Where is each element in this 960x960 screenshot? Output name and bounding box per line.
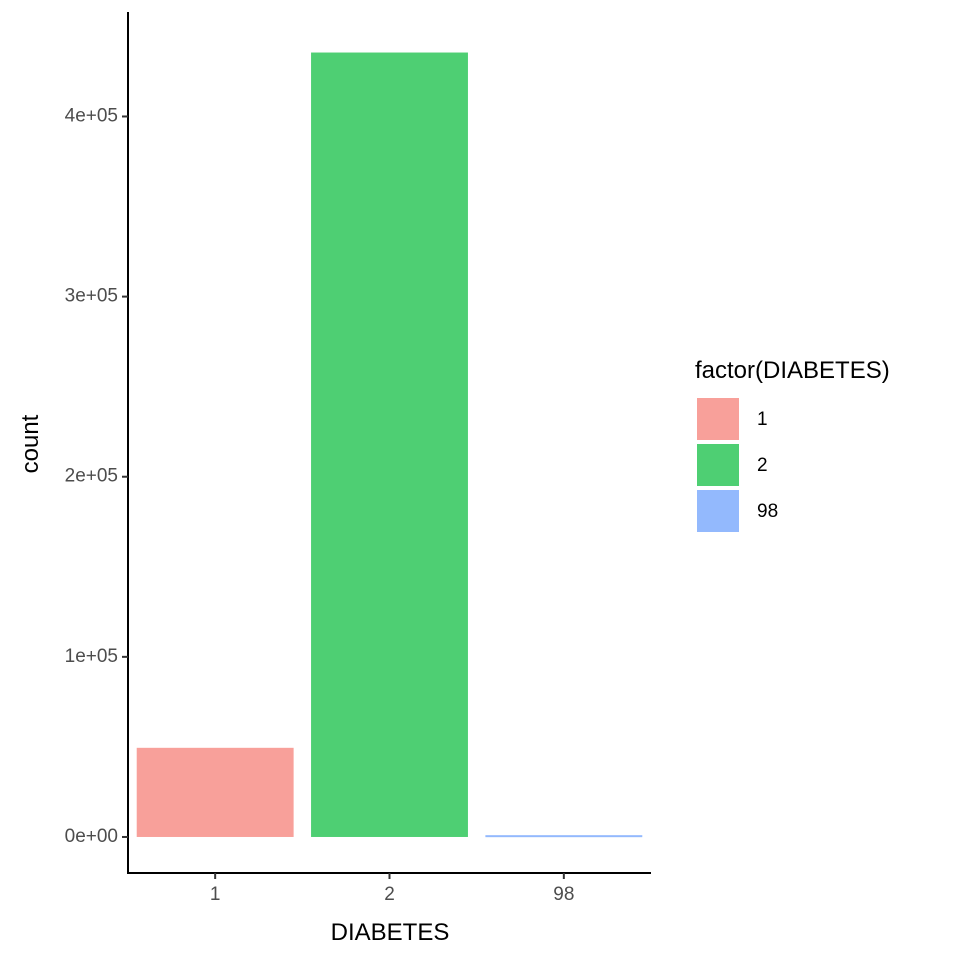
- x-ticks-group: 1 2 98: [210, 873, 574, 905]
- x-tick-label: 98: [553, 884, 574, 905]
- legend-label-1: 1: [757, 409, 768, 430]
- bar-2: [311, 52, 468, 837]
- y-tick-label: 3e+05: [65, 286, 118, 307]
- legend-label-2: 2: [757, 455, 768, 476]
- legend-key-1: [697, 398, 739, 440]
- x-axis-title: DIABETES: [331, 919, 450, 946]
- legend-title: factor(DIABETES): [695, 357, 890, 384]
- y-tick-label: 2e+05: [65, 466, 118, 487]
- y-tick-label: 0e+00: [65, 826, 118, 847]
- legend: factor(DIABETES) 1 2 98: [695, 357, 890, 532]
- y-tick-label: 1e+05: [65, 646, 118, 667]
- x-tick-label: 2: [384, 884, 395, 905]
- legend-key-98: [697, 490, 739, 532]
- legend-label-98: 98: [757, 501, 778, 522]
- y-axis-title: count: [17, 414, 44, 473]
- bars-group: [136, 52, 643, 838]
- y-tick-label: 4e+05: [65, 105, 118, 126]
- legend-key-2: [697, 444, 739, 486]
- bar-1: [136, 747, 294, 837]
- y-ticks-group: 0e+00 1e+05 2e+05 3e+05 4e+05: [65, 105, 128, 847]
- bar-98: [485, 835, 643, 838]
- x-tick-label: 1: [210, 884, 221, 905]
